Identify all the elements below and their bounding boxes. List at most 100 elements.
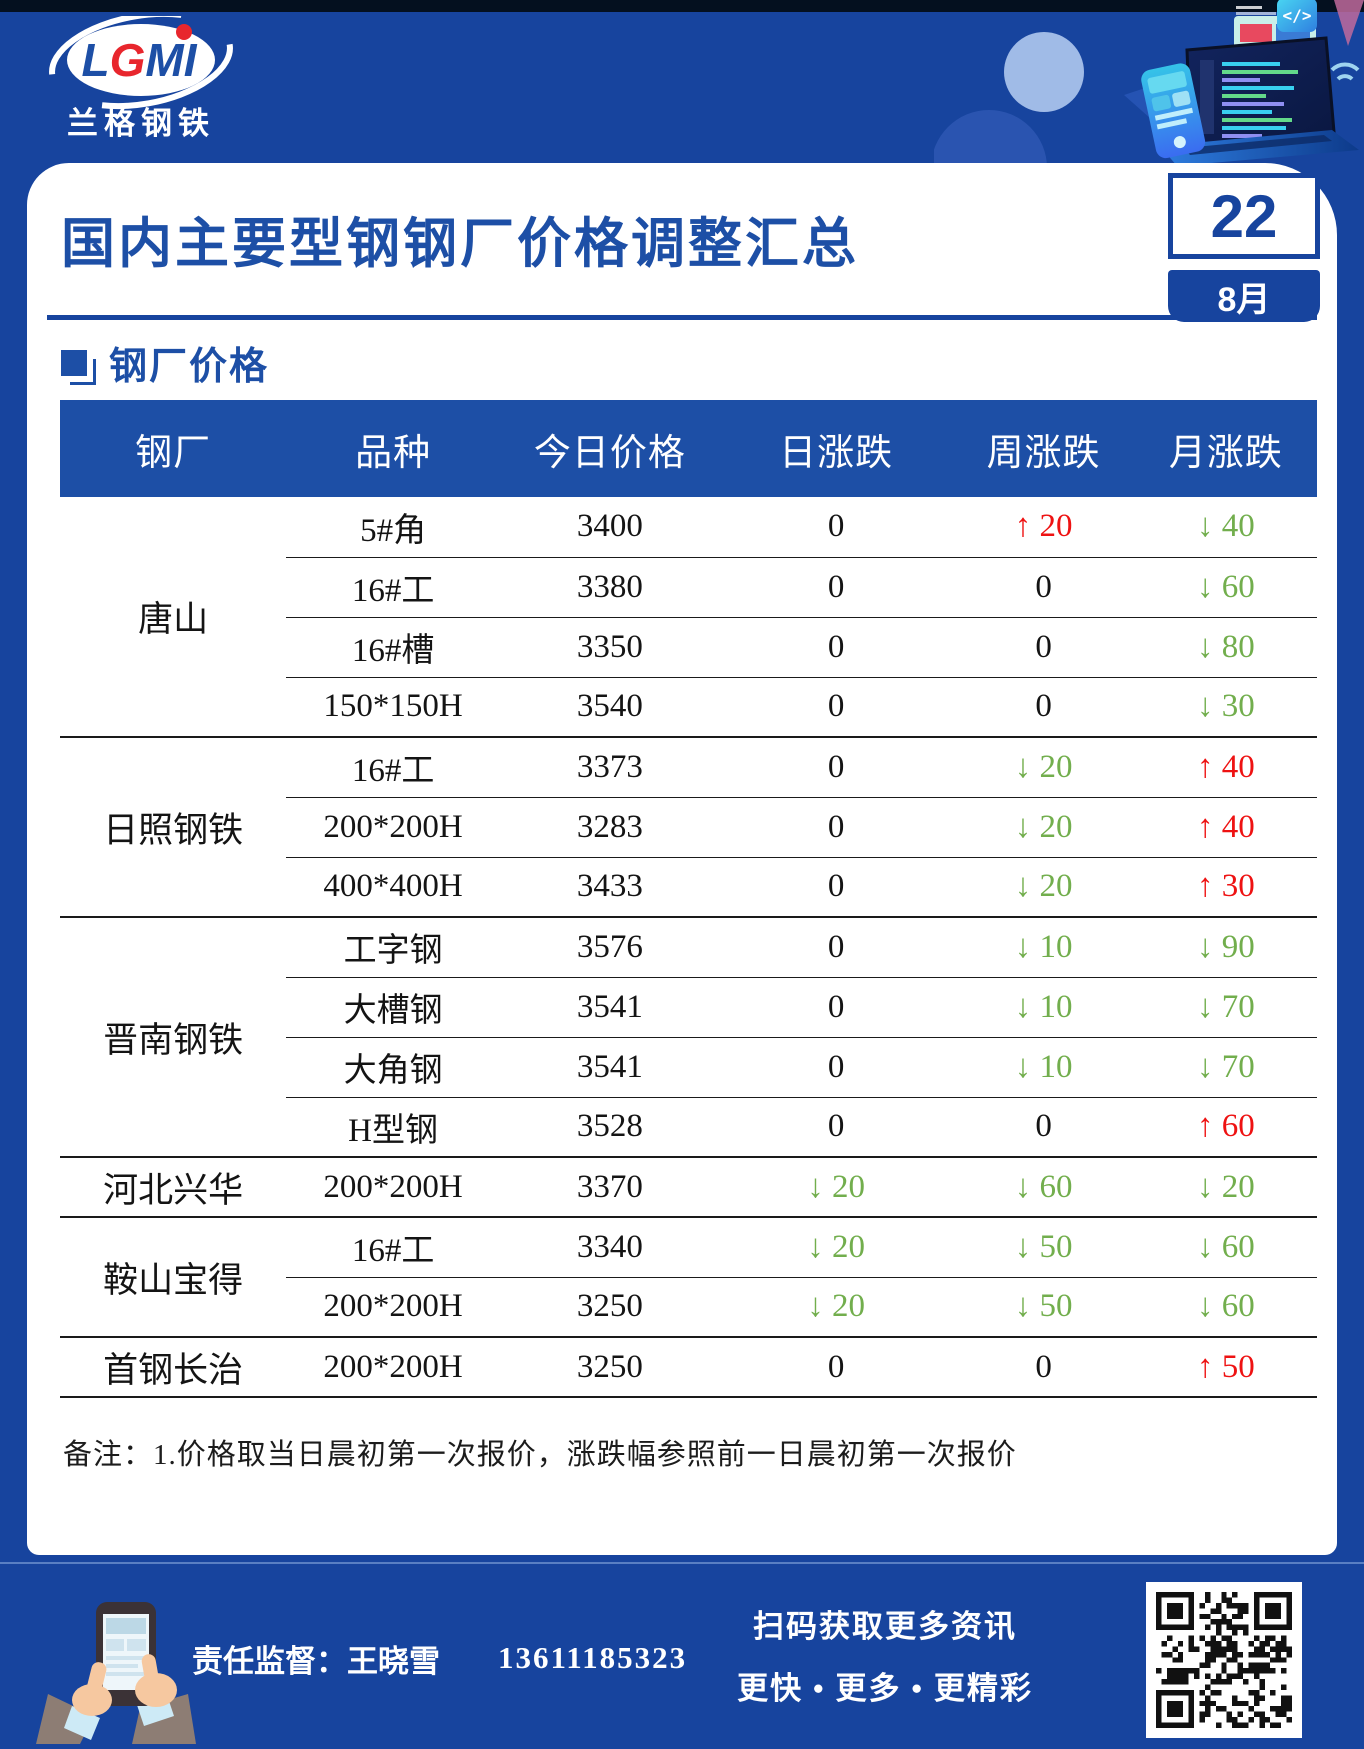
mill-cell: 河北兴华 <box>60 1156 287 1217</box>
table-row: 唐山 5#角 3400 0 ↑ 20 ↓ 40 <box>60 497 1317 639</box>
lgmi-logo-graphic: LGMI 兰格钢铁 <box>49 10 233 141</box>
month-change-cell: ↓ 30 <box>1134 676 1317 737</box>
variety-cell: 200*200H <box>286 1156 500 1217</box>
variety-cell: 16#工 <box>286 736 500 797</box>
week-change-cell: ↓ 50 <box>952 1276 1135 1337</box>
week-change-cell: 0 <box>952 616 1135 677</box>
content-card: 国内主要型钢钢厂价格调整汇总 22 8月 钢厂价格 钢厂 品种 今日价格 日涨跌 周涨跌… <box>27 163 1337 1555</box>
table-row: 150*150H 3540 0 0 ↓ 30 <box>60 676 1317 737</box>
variety-cell: 大槽钢 <box>286 976 500 1037</box>
table-row: 200*200H 3283 0 ↓ 20 ↑ 40 <box>60 796 1317 857</box>
month-change-cell: ↓ 80 <box>1134 616 1317 677</box>
table-row: 日照钢铁 16#工 3373 0 ↓ 20 ↑ 40 <box>60 736 1317 917</box>
mill-cell: 晋南钢铁 <box>60 916 287 1157</box>
price-cell: 3576 <box>499 916 720 977</box>
day-change-cell: 0 <box>719 976 953 1037</box>
laptop-illustration <box>1160 36 1359 166</box>
day-change-cell: 0 <box>719 736 953 797</box>
week-change-cell: ↓ 10 <box>952 916 1135 977</box>
svg-text:LGMI: LGMI <box>82 34 198 86</box>
section-header: 钢厂价格 <box>61 335 269 390</box>
day-change-cell: 0 <box>719 916 953 977</box>
price-cell: 3350 <box>499 616 720 677</box>
week-change-cell: ↓ 50 <box>952 1216 1135 1277</box>
svg-text:</>: </> <box>1283 6 1312 25</box>
variety-cell: 工字钢 <box>286 916 500 977</box>
price-cell: 3400 <box>576 508 643 545</box>
phone-illustration <box>1141 63 1206 159</box>
date-month: 8月 <box>1168 270 1320 322</box>
qr-caption-line2: 更快 • 更多 • 更精彩 <box>737 1671 1033 1706</box>
variety-cell: 16#工 <box>286 556 500 617</box>
price-cell: 3541 <box>499 976 720 1037</box>
date-day: 22 <box>1168 173 1320 259</box>
variety-cell: H型钢 <box>286 1096 500 1157</box>
deco-circle <box>1004 32 1084 112</box>
month-change-cell: ↓ 70 <box>1134 976 1317 1037</box>
week-change-cell: 0 <box>952 1336 1135 1398</box>
section-title: 钢厂价格 <box>109 346 270 388</box>
supervisor-label: 责任监督：王晓雪 <box>192 1643 440 1679</box>
price-cell: 3528 <box>499 1096 720 1157</box>
price-cell: 3540 <box>499 676 720 737</box>
price-cell: 3250 <box>499 1276 720 1337</box>
day-change-cell: 0 <box>719 616 953 677</box>
table-row: 鞍山宝得 16#工 3340 ↓ 20 ↓ 50 ↓ 60 <box>60 1216 1317 1337</box>
price-cell: 3373 <box>499 736 720 797</box>
price-cell: 3370 <box>499 1156 720 1217</box>
price-table-body: 唐山 5#角 3400 0 ↑ 20 ↓ 40 16#工 3380 0 0 ↓ 60 16#槽 3350… <box>60 497 1317 1398</box>
date-widget: 22 8月 <box>1168 173 1320 322</box>
column-header: 钢厂 <box>60 400 287 497</box>
month-change-cell: ↑ 50 <box>1134 1336 1317 1398</box>
price-cell: 3283 <box>499 796 720 857</box>
day-change-cell: 0 <box>719 676 953 737</box>
price-cell: 3340 <box>499 1216 720 1277</box>
week-change-cell: ↑ 20 <box>1014 508 1073 545</box>
variety-cell: 16#工 <box>286 1216 500 1277</box>
price-table: 钢厂 品种 今日价格 日涨跌 周涨跌 月涨跌 唐山 5#角 3400 0 ↑ 20 ↓ 40 16#工… <box>60 400 1317 1398</box>
price-cell: 3380 <box>499 556 720 617</box>
logo-dot <box>176 24 192 40</box>
column-header: 品种 <box>286 400 500 497</box>
tech-illustration: </> <box>931 0 1364 226</box>
week-change-cell: 0 <box>952 676 1135 737</box>
variety-cell: 200*200H <box>286 1336 500 1398</box>
deco-triangle <box>1334 0 1364 46</box>
week-change-cell: 0 <box>952 556 1135 617</box>
day-change-cell: 0 <box>719 796 953 857</box>
day-change-cell: 0 <box>719 556 953 617</box>
column-header: 今日价格 <box>499 400 720 497</box>
variety-cell: 200*200H <box>286 796 500 857</box>
month-change-cell: ↓ 60 <box>1134 1276 1317 1337</box>
mill-cell: 日照钢铁 <box>60 736 287 917</box>
week-change-cell: ↓ 60 <box>952 1156 1135 1217</box>
table-row: 16#工 3380 0 0 ↓ 60 <box>60 556 1317 617</box>
page-title: 国内主要型钢钢厂价格调整汇总 <box>61 213 859 274</box>
month-change-cell: ↑ 30 <box>1134 856 1317 917</box>
table-row: 大角钢 3541 0 ↓ 10 ↓ 70 <box>60 1036 1317 1097</box>
wifi-icon <box>1330 62 1360 81</box>
deco-circle <box>931 110 1047 226</box>
month-change-cell: ↓ 70 <box>1134 1036 1317 1097</box>
day-change-cell: 0 <box>719 856 953 917</box>
month-change-cell: ↑ 40 <box>1134 796 1317 857</box>
code-badge-icon: </> <box>1277 0 1317 32</box>
top-dark-strip <box>0 0 1364 12</box>
day-change-cell: ↓ 20 <box>719 1216 953 1277</box>
day-change-cell: 0 <box>719 1096 953 1157</box>
week-change-cell: ↓ 20 <box>952 796 1135 857</box>
footer-divider <box>0 1562 1364 1564</box>
month-change-cell: ↑ 60 <box>1134 1096 1317 1157</box>
week-change-cell: 0 <box>952 1096 1135 1157</box>
price-cell: 3541 <box>499 1036 720 1097</box>
month-change-cell: ↓ 60 <box>1134 1216 1317 1277</box>
day-change-cell: 0 <box>827 508 845 545</box>
table-row: 大槽钢 3541 0 ↓ 10 ↓ 70 <box>60 976 1317 1037</box>
column-header: 周涨跌 <box>952 400 1135 497</box>
variety-cell: 400*400H <box>286 856 500 917</box>
month-change-cell: ↓ 20 <box>1134 1156 1317 1217</box>
title-divider <box>47 315 1317 320</box>
qr-code <box>1146 1582 1302 1738</box>
day-change-cell: 0 <box>719 1336 953 1398</box>
